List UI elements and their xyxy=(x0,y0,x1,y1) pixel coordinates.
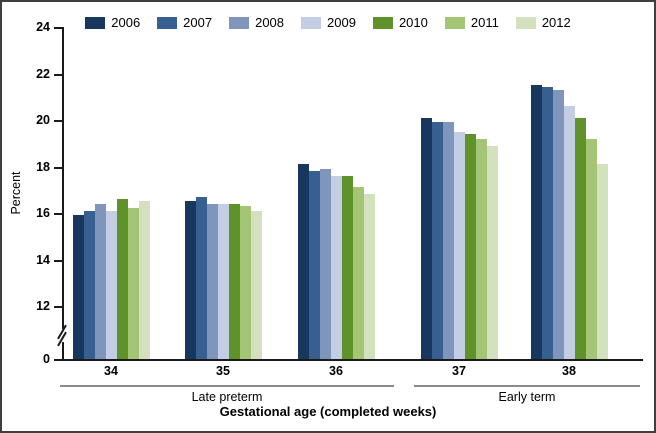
bar-36-2010 xyxy=(341,175,353,359)
y-tick-label-16: 16 xyxy=(36,206,50,220)
legend-label-2011: 2011 xyxy=(470,15,499,30)
bar-37-2007 xyxy=(431,122,443,359)
legend-label-2012: 2012 xyxy=(541,15,571,30)
bar-36-2009 xyxy=(330,175,342,359)
x-tick-label-35: 35 xyxy=(216,364,230,378)
legend-swatch-2009 xyxy=(301,16,322,29)
y-tick-16 xyxy=(54,213,62,215)
y-tick-label-12: 12 xyxy=(36,299,50,313)
legend-item-2009: 2009 xyxy=(301,15,356,30)
bar-37-2012 xyxy=(486,145,498,359)
bar-36-2006 xyxy=(297,164,309,359)
bar-38-2012 xyxy=(596,164,608,359)
bar-38-2009 xyxy=(563,106,575,359)
group-bracket-line xyxy=(60,385,394,387)
legend-swatch-2006 xyxy=(85,16,106,29)
bar-38-2008 xyxy=(552,89,564,359)
legend-label-2009: 2009 xyxy=(327,15,356,30)
y-tick-24 xyxy=(54,27,62,29)
legend-label-2006: 2006 xyxy=(111,15,141,30)
legend-swatch-2008 xyxy=(229,16,250,29)
bar-36-2008 xyxy=(319,168,331,359)
bar-37-2011 xyxy=(475,138,487,359)
x-tick-label-36: 36 xyxy=(329,364,343,378)
x-tick-label-34: 34 xyxy=(104,364,118,378)
bar-34-2009 xyxy=(105,210,117,359)
y-tick-22 xyxy=(54,73,62,76)
y-tick-0 xyxy=(54,359,62,361)
y-tick-label-22: 22 xyxy=(36,66,50,81)
bar-37-2009 xyxy=(453,131,465,359)
y-tick-18 xyxy=(54,166,62,169)
legend-item-2008: 2008 xyxy=(229,15,284,30)
bar-38-2011 xyxy=(585,138,597,359)
legend-swatch-2012 xyxy=(515,16,536,29)
y-tick-12 xyxy=(54,306,62,308)
bar-36-2012 xyxy=(363,194,375,359)
bar-35-2007 xyxy=(195,196,207,359)
bar-35-2012 xyxy=(250,210,262,359)
legend-swatch-2011 xyxy=(444,16,465,29)
bar-38-2007 xyxy=(541,87,553,359)
legend-swatch-2007 xyxy=(157,16,178,29)
legend-item-2011: 2011 xyxy=(444,15,499,30)
x-axis-line xyxy=(62,359,643,361)
legend-item-2006: 2006 xyxy=(85,15,140,30)
chart-legend: 2006 2007 2008 2009 2010 2011 2012 xyxy=(2,15,654,30)
bar-35-2011 xyxy=(239,206,251,359)
y-axis-line xyxy=(62,27,64,361)
group-bracket-line xyxy=(414,385,640,387)
bar-37-2010 xyxy=(464,133,476,359)
x-tick-label-38: 38 xyxy=(562,364,576,378)
bar-34-2008 xyxy=(94,203,106,359)
bar-35-2009 xyxy=(217,203,229,359)
legend-label-2007: 2007 xyxy=(183,15,213,30)
legend-item-2012: 2012 xyxy=(515,15,571,30)
bar-35-2010 xyxy=(228,203,240,359)
bar-38-2010 xyxy=(574,117,586,359)
x-axis-title: Gestational age (completed weeks) xyxy=(219,404,437,419)
legend-item-2010: 2010 xyxy=(372,15,428,30)
group-bracket-label: Early term xyxy=(498,390,556,404)
bar-36-2007 xyxy=(308,171,320,359)
bar-35-2008 xyxy=(206,203,218,359)
bar-36-2011 xyxy=(352,187,364,359)
bar-34-2006 xyxy=(72,215,84,359)
legend-label-2008: 2008 xyxy=(255,15,285,30)
bar-38-2006 xyxy=(530,85,542,359)
bar-37-2006 xyxy=(420,117,432,359)
legend-item-2007: 2007 xyxy=(157,15,212,30)
bar-34-2012 xyxy=(138,201,150,359)
legend-swatch-2010 xyxy=(372,16,393,29)
bar-34-2010 xyxy=(116,199,128,359)
y-tick-label-18: 18 xyxy=(36,159,50,174)
y-tick-label-0: 0 xyxy=(43,352,50,366)
legend-label-2010: 2010 xyxy=(398,15,428,30)
y-tick-label-20: 20 xyxy=(36,113,50,127)
group-bracket-label: Late preterm xyxy=(191,390,263,404)
bar-34-2011 xyxy=(127,208,139,359)
x-tick-label-37: 37 xyxy=(452,364,466,378)
bar-37-2008 xyxy=(442,122,454,359)
bar-35-2006 xyxy=(184,201,196,359)
y-tick-label-24: 24 xyxy=(36,20,50,34)
y-tick-14 xyxy=(54,259,62,262)
bar-34-2007 xyxy=(83,210,95,359)
y-tick-label-14: 14 xyxy=(36,252,50,267)
y-tick-20 xyxy=(54,120,62,122)
